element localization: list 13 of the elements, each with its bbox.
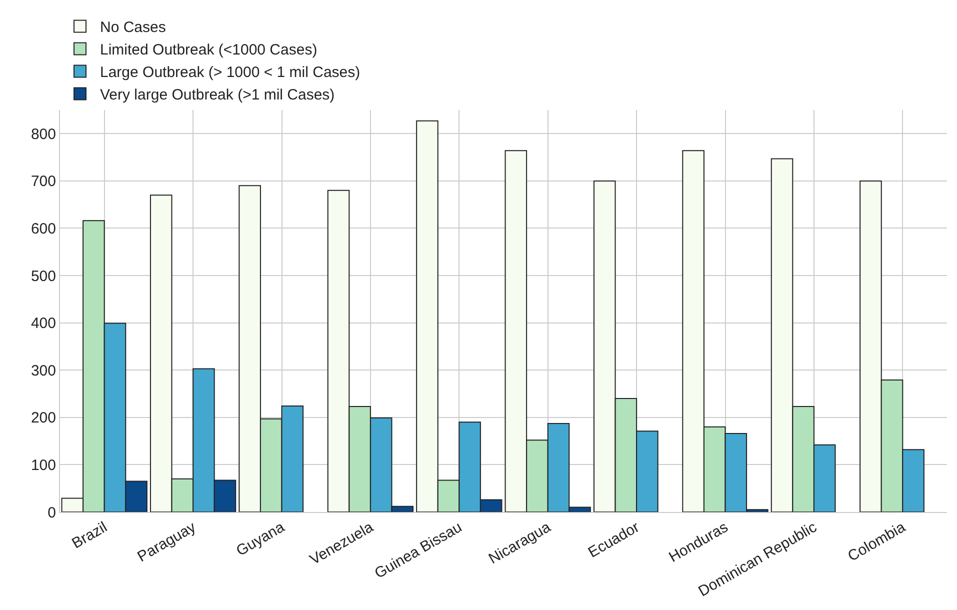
y-tick-label: 600: [30, 220, 56, 238]
legend-label: No Cases: [100, 19, 166, 36]
y-tick-label: 0: [48, 504, 56, 522]
y-tick-label: 700: [30, 173, 56, 190]
y-tick-label: 300: [30, 362, 56, 380]
y-tick-label: 200: [30, 410, 56, 427]
legend-label: Limited Outbreak (<1000 Cases): [100, 42, 318, 59]
legend-label: Large Outbreak (> 1000 < 1 mil Cases): [100, 64, 360, 82]
y-tick-label: 100: [30, 456, 56, 474]
y-tick-label: 400: [30, 315, 56, 332]
legend-label: Very large Outbreak (>1 mil Cases): [100, 86, 335, 104]
y-tick-label: 500: [30, 268, 56, 285]
y-tick-label: 800: [30, 126, 56, 143]
